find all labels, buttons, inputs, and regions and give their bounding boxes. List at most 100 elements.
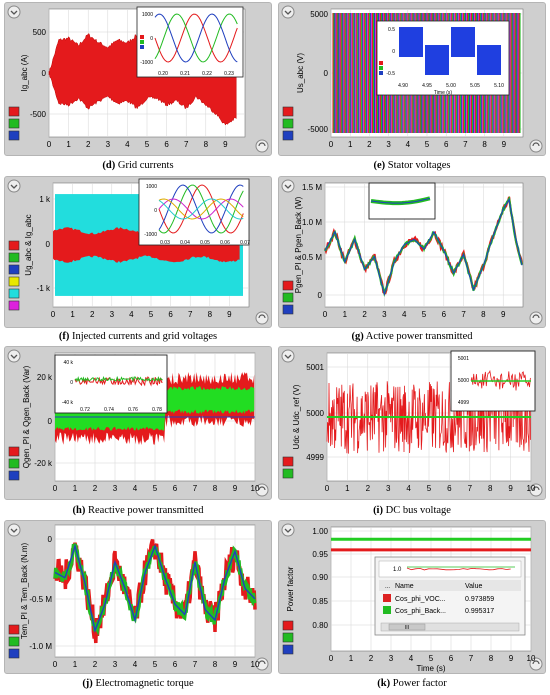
inset-x-tick: 5.05: [470, 83, 480, 89]
legend-swatch: [8, 252, 20, 263]
legend-swatch: [8, 118, 20, 129]
inset-x-label: Time (s): [434, 90, 452, 96]
inset-series: [470, 369, 531, 391]
collapse-button[interactable]: [7, 523, 21, 537]
caption-h: (h) Reactive power transmitted: [72, 505, 204, 516]
scope-window-j: 0 1 2 3 4 5 6 7 8 9 10 0 -0.5 M -1.0 M Tem_PI & Tem_Ba…: [4, 520, 272, 674]
table-row: Cos_phi_VOC... 0.973859: [383, 594, 494, 603]
legend-swatch: [282, 620, 294, 631]
zoom-button[interactable]: [529, 657, 543, 671]
zoom-button[interactable]: [529, 139, 543, 153]
inset-x-tick: 0.72: [80, 407, 90, 413]
inset-legend-swatch: [379, 66, 383, 70]
x-tick-label: 3: [382, 310, 387, 319]
inset-series: [74, 375, 163, 383]
zoom-button[interactable]: [529, 311, 543, 325]
inset-y-tick: 0: [70, 380, 73, 386]
collapse-button[interactable]: [7, 179, 21, 193]
horizontal-scrollbar[interactable]: III: [380, 622, 520, 632]
col-header-value: Value: [465, 583, 482, 590]
x-tick-label: 2: [93, 484, 98, 493]
x-tick-label: 6: [173, 660, 178, 669]
x-tick-label: 4: [402, 310, 407, 319]
chevron-down-icon: [281, 523, 295, 537]
inset-x-tick: 0.22: [202, 71, 212, 77]
inset-x-tick: 0.20: [158, 71, 168, 77]
x-tick-label: 0: [329, 140, 334, 149]
zoom-icon: [529, 139, 543, 153]
y-tick-label: 500: [33, 28, 47, 37]
x-tick-label: 0: [329, 654, 334, 663]
inset-series: [154, 13, 238, 63]
zoom-button[interactable]: [255, 311, 269, 325]
y-axis-label: Ug_abc & Ig_abc: [24, 214, 33, 275]
chevron-down-icon: [281, 5, 295, 19]
collapse-button[interactable]: [7, 5, 21, 19]
x-tick-label: 7: [461, 310, 466, 319]
inset-legend-swatch: [140, 45, 144, 49]
caption-f: (f) Injected currents and grid voltages: [58, 331, 218, 342]
x-tick-label: 9: [508, 484, 513, 493]
scroll-thumb: [388, 623, 426, 631]
chevron-down-icon: [7, 523, 21, 537]
y-tick-label: 0.95: [312, 550, 328, 559]
y-tick-label: -1 k: [37, 284, 51, 293]
collapse-button[interactable]: [281, 349, 295, 363]
table-header: [379, 580, 521, 591]
x-tick-label: 0: [47, 140, 52, 149]
inset-series: [158, 184, 244, 234]
legend-swatch: [8, 446, 20, 457]
x-tick-label: 2: [367, 140, 372, 149]
inset-y-tick: 40 k: [64, 360, 74, 366]
zoom-button[interactable]: [255, 483, 269, 497]
inset-legend-swatch: [379, 61, 383, 65]
row-value: 0.973859: [465, 596, 494, 603]
zoom-button[interactable]: [529, 483, 543, 497]
x-tick-label: 8: [213, 484, 218, 493]
inset-y-tick: 0: [150, 36, 153, 42]
x-tick-label: 7: [184, 140, 189, 149]
legend-swatch: [282, 106, 294, 117]
y-tick-label: -500: [30, 110, 47, 119]
y-tick-label: 0: [46, 240, 51, 249]
legend-swatch: [282, 118, 294, 129]
x-tick-label: 4: [409, 654, 414, 663]
row-value: 0.995317: [465, 608, 494, 615]
inset-x-tick: 5.10: [494, 83, 504, 89]
table-row: Cos_phi_Back... 0.995317: [383, 606, 494, 615]
x-tick-label: 2: [86, 140, 91, 149]
zoom-icon: [529, 657, 543, 671]
scroll-thumb-label: III: [405, 625, 409, 631]
panel-d: 0 1 2 3 4 5 6 7 8 9 500 0 -500 Ig_abc (A) 1000 0 -1000 0.…: [4, 2, 272, 174]
scope-window-f: 0 1 2 3 4 5 6 7 8 9 1 k 0 -1 k Ug_abc & Ig_abc 1000 0 -1…: [4, 176, 272, 328]
panel-j: 0 1 2 3 4 5 6 7 8 9 10 0 -0.5 M -1.0 M Tem_PI & Tem_Ba…: [4, 520, 272, 680]
x-tick-label: 6: [444, 140, 449, 149]
inset-x-tick: 0.06: [220, 240, 230, 246]
zoom-button[interactable]: [255, 139, 269, 153]
collapse-button[interactable]: [281, 5, 295, 19]
collapse-button[interactable]: [281, 523, 295, 537]
chevron-down-icon: [281, 349, 295, 363]
inset-square-block: [425, 45, 449, 75]
y-tick-label: 1.00: [312, 527, 328, 536]
x-tick-label: 0: [51, 310, 56, 319]
inset-series: [74, 376, 163, 387]
x-tick-label: 5: [153, 484, 158, 493]
col-header-name: Name: [395, 583, 414, 590]
x-tick-label: 10: [251, 484, 260, 493]
inset-zoom: [368, 182, 436, 220]
x-tick-label: 10: [251, 660, 260, 669]
collapse-button[interactable]: [7, 349, 21, 363]
x-tick-label: 2: [93, 660, 98, 669]
inset-frame: [54, 354, 168, 414]
collapse-button[interactable]: [281, 179, 295, 193]
zoom-button[interactable]: [255, 657, 269, 671]
inset-square-block: [477, 45, 501, 75]
x-tick-label: 1: [70, 310, 75, 319]
chevron-down-icon: [7, 5, 21, 19]
chevron-down-icon: [281, 179, 295, 193]
legend-swatch: [282, 468, 294, 479]
x-tick-label: 7: [469, 654, 474, 663]
